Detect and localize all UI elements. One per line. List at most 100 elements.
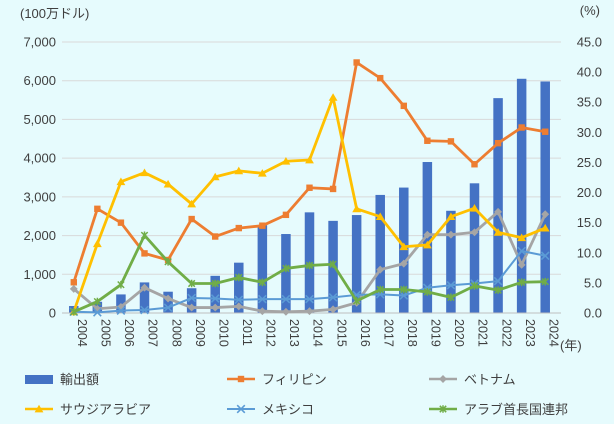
marker-asterisk [140, 231, 149, 240]
marker-diamond [470, 228, 479, 237]
right-axis-tick-label: 30.0 [577, 125, 602, 140]
combo-chart-plot: 0 1,000 2,000 3,000 4,000 5,000 6,000 7,000 0.0 5… [23, 35, 602, 354]
marker-triangle [517, 233, 527, 242]
marker-x [187, 293, 197, 303]
marker-asterisk [494, 286, 502, 294]
marker-x [257, 294, 267, 304]
marker-triangle [163, 179, 173, 188]
right-axis-tick-label: 20.0 [577, 185, 602, 200]
marker-diamond [164, 294, 173, 303]
right-axis-tick-label: 0.0 [584, 306, 602, 321]
marker-diamond [446, 230, 455, 239]
right-axis-tick-label: 45.0 [577, 35, 602, 50]
marker-diamond [234, 302, 243, 311]
marker-triangle [116, 177, 126, 186]
marker-diamond [329, 305, 338, 314]
marker-diamond [281, 307, 290, 316]
marker-asterisk [187, 279, 196, 288]
marker-asterisk [305, 261, 314, 270]
x-axis-year-label: 2005 [99, 319, 113, 347]
marker-triangle [446, 212, 456, 221]
marker-asterisk [423, 288, 432, 296]
right-axis-title: (%) [579, 3, 600, 18]
right-axis-tick-label: 10.0 [577, 245, 602, 260]
marker-x [540, 251, 550, 261]
legend-item-アラブ首長国連邦: アラブ首長国連邦 [428, 399, 604, 418]
marker-square [494, 139, 502, 147]
marker-triangle [92, 239, 102, 248]
marker-asterisk [352, 297, 361, 305]
marker-asterisk [541, 277, 549, 286]
marker-asterisk [282, 264, 290, 273]
right-axis-tick-label: 40.0 [577, 65, 602, 80]
legend-swatch-icon [25, 374, 53, 384]
legend-swatch-icon [227, 404, 255, 413]
marker-asterisk [235, 273, 243, 282]
left-axis-tick-label: 3,000 [23, 189, 56, 204]
marker-diamond [399, 259, 408, 268]
marker-x [116, 306, 126, 315]
bar-輸出額 [399, 187, 409, 313]
legend-swatch-icon [25, 404, 53, 412]
x-axis-year-label: 2013 [287, 319, 301, 347]
marker-triangle [352, 204, 362, 213]
bar-輸出額 [540, 81, 550, 313]
marker-square [471, 161, 478, 168]
bar-輸出額 [469, 183, 480, 313]
marker-triangle [140, 168, 149, 177]
marker-triangle [399, 242, 409, 251]
marker-x [446, 280, 456, 290]
x-axis-year-label: 2020 [452, 319, 466, 347]
marker-asterisk [117, 280, 125, 289]
bar-輸出額 [186, 288, 197, 313]
x-axis-year-label: 2008 [169, 319, 183, 347]
x-axis-year-label: 2023 [523, 319, 537, 347]
marker-square [235, 224, 242, 232]
x-axis-year-label: 2006 [122, 319, 136, 347]
legend-label: メキシコ [262, 402, 315, 417]
marker-diamond [517, 260, 526, 269]
right-axis-tick-label: 25.0 [577, 155, 602, 170]
marker-square [188, 215, 195, 223]
legend-item-輸出額: 輸出額 [24, 369, 226, 388]
marker-asterisk [70, 307, 78, 316]
left-axis-tick-label: 2,000 [23, 228, 56, 243]
left-axis-tick-label: 4,000 [23, 151, 56, 166]
marker-x [92, 308, 102, 317]
marker-x [305, 294, 314, 304]
x-axis-year-label: 2015 [334, 319, 348, 347]
legend-label: ベトナム [464, 372, 516, 387]
left-axis-title: (100万ドル) [20, 6, 90, 21]
x-axis-year-label: 2018 [405, 319, 419, 347]
marker-square [518, 124, 525, 131]
right-axis-tick-label: 5.0 [584, 275, 602, 290]
marker-diamond [376, 265, 385, 274]
x-axis-year-label: 2016 [358, 319, 372, 347]
marker-square [377, 74, 384, 82]
x-axis-year-label: 2022 [499, 319, 513, 347]
left-axis-tick-label: 0 [49, 306, 56, 321]
legend-swatch-icon [429, 404, 457, 413]
marker-square [329, 185, 337, 193]
marker-diamond [305, 307, 314, 316]
marker-diamond [187, 303, 196, 312]
marker-asterisk [517, 278, 526, 287]
marker-triangle [493, 228, 503, 236]
marker-triangle [281, 157, 291, 165]
marker-triangle [187, 199, 197, 208]
left-axis-tick-label: 6,000 [23, 73, 56, 88]
x-axis-year-label: 2011 [240, 319, 254, 346]
x-axis-year-label: 2021 [476, 319, 490, 347]
marker-square [94, 205, 101, 213]
bar-輸出額 [351, 215, 362, 313]
marker-triangle [257, 169, 267, 177]
legend-item-フィリピン: フィリピン [226, 369, 428, 388]
marker-x [163, 303, 173, 312]
marker-square [141, 250, 148, 257]
marker-diamond [140, 283, 149, 292]
marker-square [117, 219, 125, 226]
marker-square [424, 137, 431, 144]
marker-asterisk [329, 260, 337, 269]
marker-x [281, 294, 291, 304]
